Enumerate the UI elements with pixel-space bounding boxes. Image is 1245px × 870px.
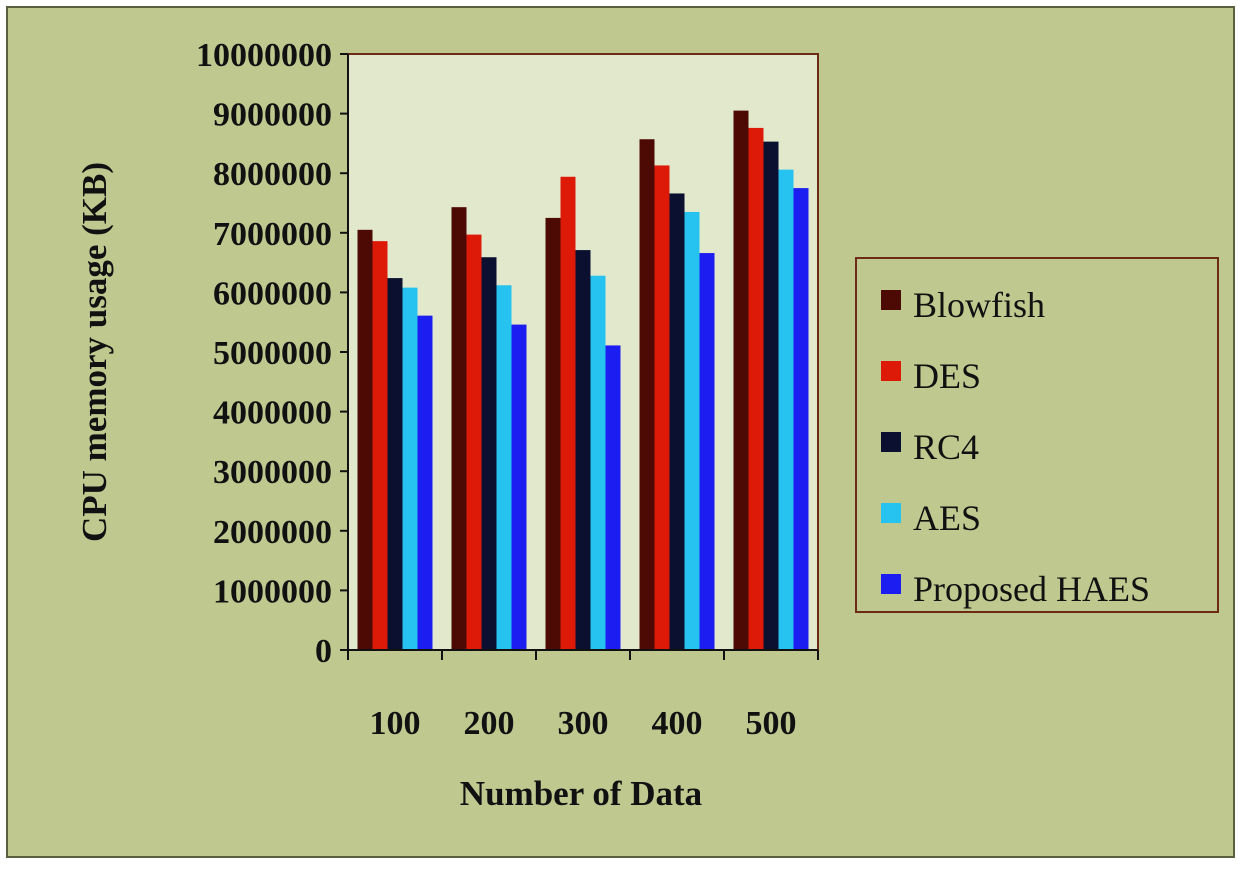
bar-proposed-haes [417,315,433,650]
x-tick-label: 100 [370,705,421,742]
legend-swatch [881,361,901,381]
y-tick-label: 7000000 [213,216,332,253]
bar-blowfish [451,207,467,650]
x-tick-label: 500 [746,705,797,742]
bar-rc4 [387,278,403,650]
bars-group [357,110,809,651]
y-tick-label: 5000000 [213,335,332,372]
y-tick-label: 6000000 [213,275,332,312]
bar-aes [402,287,418,650]
x-axis-title: Number of Data [460,774,702,813]
y-tick-label: 2000000 [213,514,332,551]
bar-proposed-haes [699,253,715,650]
legend-label: DES [913,356,981,396]
legend-swatch [881,290,901,310]
bar-blowfish [545,217,561,650]
legend-label: Proposed HAES [913,569,1150,609]
y-axis-title: CPU memory usage (KB) [75,162,114,542]
x-tick-label: 200 [464,705,515,742]
y-tick-label: 0 [315,633,332,670]
y-tick-label: 3000000 [213,454,332,491]
bar-proposed-haes [605,345,621,650]
legend-label: Blowfish [913,285,1045,325]
bar-des [466,234,482,650]
legend-label: AES [913,498,981,538]
legend-swatch [881,574,901,594]
bar-proposed-haes [793,188,809,650]
bar-proposed-haes [511,324,527,650]
bar-blowfish [733,110,749,651]
bar-rc4 [763,141,779,650]
bar-aes [778,169,794,650]
legend: Blowfish DES RC4 AES Proposed HAES [855,257,1219,613]
bar-rc4 [669,193,685,651]
bar-des [748,127,764,651]
bar-des [654,165,670,650]
y-tick-label: 4000000 [213,395,332,432]
legend-label: RC4 [913,427,979,467]
x-tick-label: 400 [652,705,703,742]
y-tick-label: 10000000 [196,37,332,74]
legend-box [855,257,1219,613]
bar-chart: 0 1000000 2000000 3000000 4000000 5000000 6000… [75,37,1219,813]
chart-frame: 0 1000000 2000000 3000000 4000000 5000000 6000… [6,6,1235,858]
bar-blowfish [639,139,655,650]
axes-group: 0 1000000 2000000 3000000 4000000 5000000 6000… [196,37,819,742]
bar-rc4 [575,250,591,651]
y-tick-label: 8000000 [213,156,332,193]
bar-blowfish [357,229,373,650]
bar-rc4 [481,257,497,650]
legend-swatch [881,503,901,523]
bar-aes [590,275,606,650]
x-tick-label: 300 [558,705,609,742]
y-tick-label: 1000000 [213,573,332,610]
legend-swatch [881,432,901,452]
bar-des [372,241,388,651]
bar-aes [496,285,512,650]
y-tick-label: 9000000 [213,97,332,134]
bar-aes [684,211,700,650]
bar-des [560,176,576,650]
